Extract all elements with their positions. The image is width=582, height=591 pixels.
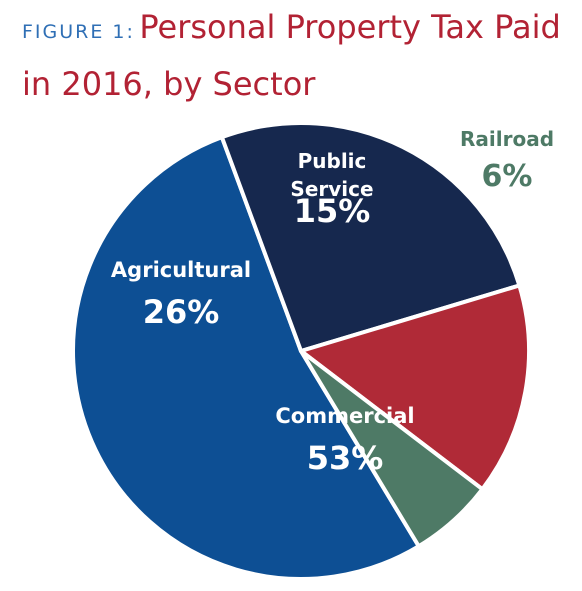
pie-slices (71, 121, 531, 581)
figure-title-line1: Personal Property Tax Paid (139, 8, 561, 46)
slice-value-label-public-service: 15% (294, 192, 371, 230)
figure-title-line2: in 2016, by Sector (22, 65, 316, 103)
pie-slice-public-service (299, 283, 531, 492)
pie-slice-railroad (299, 349, 485, 549)
figure-label: FIGURE 1: (22, 21, 135, 43)
slice-value-label-agricultural: 26% (143, 293, 220, 331)
slice-value-label-railroad: 6% (482, 159, 533, 194)
pie-slice-agricultural (219, 121, 522, 353)
pie-labels: Commercial 53% Agricultural 26% Public Servic… (111, 127, 554, 477)
slice-name-label-public-service-1: Public (298, 149, 367, 173)
slice-name-label-public-service-2: Service (290, 177, 373, 201)
slice-name-label-agricultural: Agricultural (111, 258, 251, 282)
slice-name-label-commercial: Commercial (275, 404, 414, 428)
slice-value-label-commercial: 53% (307, 439, 384, 477)
pie-slice-commercial (71, 135, 421, 581)
figure-title-block: FIGURE 1: Personal Property Tax Paid in … (22, 2, 572, 116)
slice-name-label-railroad: Railroad (460, 127, 554, 151)
